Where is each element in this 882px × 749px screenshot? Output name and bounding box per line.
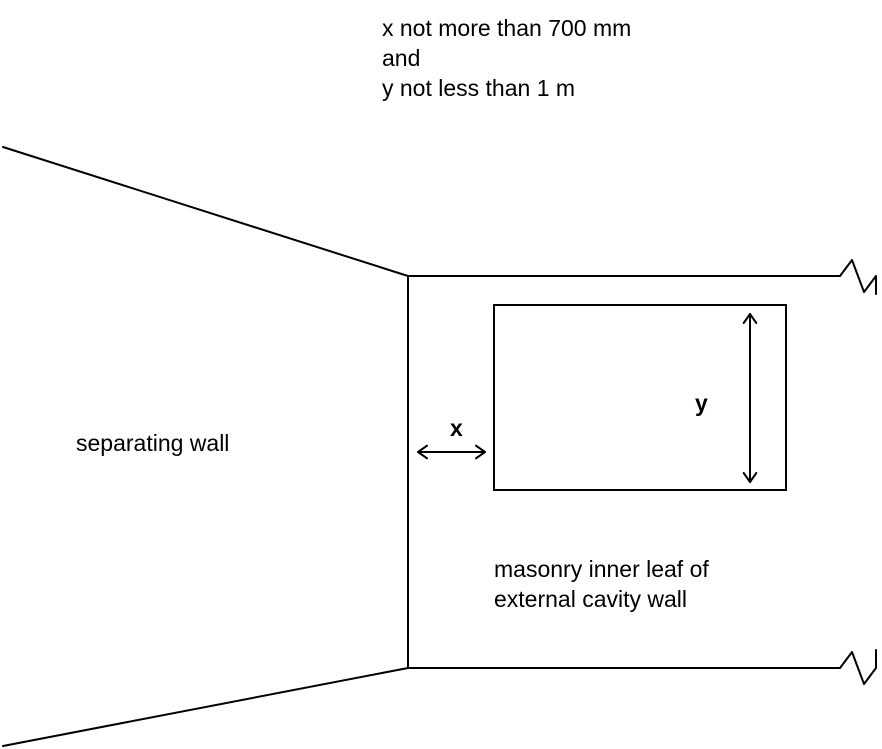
masonry-label: masonry inner leaf of external cavity wa…: [494, 554, 709, 614]
wall-diagram-svg: [0, 0, 882, 749]
y-dimension-label: y: [695, 390, 708, 417]
diagram-container: x not more than 700 mm and y not less th…: [0, 0, 882, 749]
separating-wall-label: separating wall: [76, 430, 229, 457]
masonry-line-2: external cavity wall: [494, 584, 709, 614]
masonry-line-1: masonry inner leaf of: [494, 554, 709, 584]
x-dimension-label: x: [450, 415, 463, 442]
